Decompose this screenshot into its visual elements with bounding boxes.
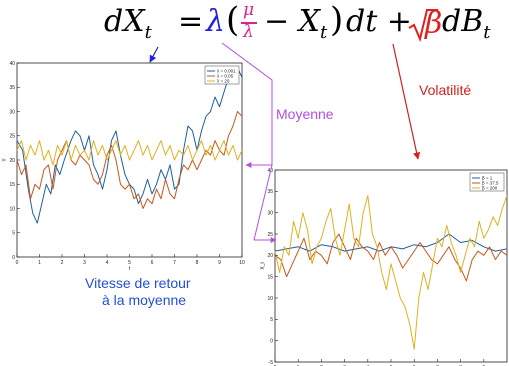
moyenne-label: Moyenne [276, 106, 334, 122]
x-tick-label: 8 [196, 260, 199, 266]
legend-entry-1: λ = 0.001 [217, 69, 236, 74]
y-tick-label: 25 [267, 232, 273, 238]
y-tick-label: 5 [270, 317, 273, 323]
legend-entry-1: β = 1 [482, 176, 493, 181]
y-tick-label: 10 [9, 206, 15, 212]
x-axis-label: t [129, 266, 131, 272]
eq-dt-plus: dt + [346, 4, 412, 39]
arrow-lambda-to-chart [149, 46, 159, 63]
eq-minus-x: − Xt [264, 4, 328, 43]
y-tick-label: 25 [9, 134, 15, 140]
series-line-2 [16, 111, 243, 209]
x-tick-label: 6 [151, 260, 154, 266]
y-tick-label: 15 [267, 274, 273, 280]
y-tick-label: 20 [9, 158, 15, 164]
eq-lambda: λ [206, 4, 226, 39]
x-tick-label: 4 [106, 260, 109, 266]
sde-equation: dXt = λ ( μ λ − Xt ) dt + β dBt [0, 0, 509, 50]
x-tick-label: 5 [128, 260, 131, 266]
y-tick-label: 35 [9, 85, 15, 91]
y-tick-label: 5 [12, 231, 15, 237]
eq-fraction-bar [241, 22, 257, 24]
x-tick-label: 3 [83, 260, 86, 266]
arrow-mu-branch [253, 164, 273, 241]
eq-open-paren: ( [226, 0, 240, 40]
arrow-beta-to-chart2 [392, 43, 421, 160]
eq-beta: β [425, 6, 443, 41]
y-axis-label: X_t [260, 262, 266, 270]
series-line-3 [274, 195, 508, 350]
eq-lhs: dXt [104, 4, 152, 43]
legend-entry-3: λ = 20 [217, 79, 230, 84]
y-tick-label: 0 [12, 255, 15, 261]
x-tick-label: 2 [61, 260, 64, 266]
y-tick-label: 30 [267, 210, 273, 216]
y-tick-label: 0 [270, 338, 273, 344]
legend-entry-2: β = 37.5 [482, 181, 499, 186]
arrow-mu-trunk [221, 42, 273, 165]
x-tick-label: 7 [173, 260, 176, 266]
vitesse-label-line1: Vitesse de retour [85, 275, 191, 291]
y-tick-label: 35 [267, 189, 273, 195]
x-tick-label: 1 [38, 260, 41, 266]
eq-dB: dBt [442, 4, 491, 43]
y-tick-label: 20 [267, 253, 273, 259]
series-line-2 [274, 233, 508, 282]
series-line-3 [16, 140, 243, 166]
x-tick-label: 10 [239, 260, 245, 266]
eq-fraction-lambda: λ [243, 22, 254, 42]
y-axis-label: Y [2, 158, 8, 162]
eq-close-paren: ) [330, 0, 344, 40]
eq-fraction-mu: μ [243, 0, 255, 20]
eq-equals: = [178, 4, 204, 39]
y-tick-label: 10 [267, 296, 273, 302]
eq-sqrt-sign [408, 9, 438, 42]
legend-entry-3: β = 200 [482, 186, 498, 191]
y-tick-label: 30 [9, 109, 15, 115]
y-tick-label: 15 [9, 182, 15, 188]
y-tick-label: -5 [269, 360, 274, 366]
volatilite-label: Volatilité [419, 82, 472, 98]
vitesse-label-line2: à la moyenne [102, 292, 187, 308]
y-tick-label: 40 [9, 61, 15, 67]
legend-entry-2: λ = 0.05 [217, 74, 234, 79]
x-tick-label: 9 [218, 260, 221, 266]
annotation-arrows [149, 42, 421, 243]
x-tick-label: 0 [16, 260, 19, 266]
